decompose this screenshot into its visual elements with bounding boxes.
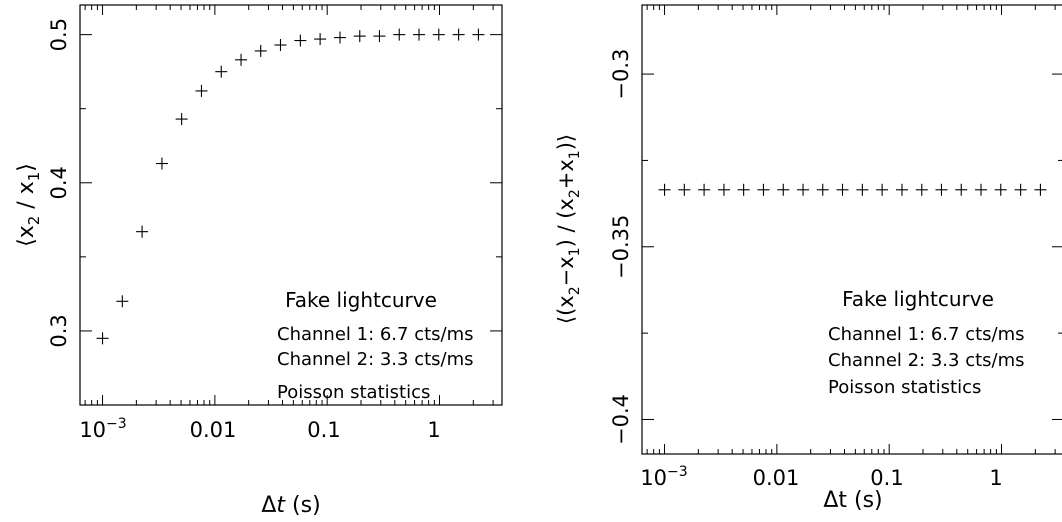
- left-x-tick-label-1e-3: 10−3: [79, 416, 126, 442]
- y-tick-label: 0.3: [47, 314, 71, 347]
- data-point: [195, 84, 208, 97]
- right-x-tick-labels: 10−3 0.01 0.1 1: [640, 464, 1002, 490]
- data-point: [472, 28, 485, 41]
- right-y-axis-label: ⟨(x2−x1) / (x2+x1)⟩: [554, 134, 583, 324]
- right-plot-frame: [641, 4, 1062, 455]
- data-point: [915, 183, 928, 196]
- data-point: [353, 30, 366, 43]
- right-annotation-channel-2: Channel 2: 3.3 cts/ms: [828, 350, 1025, 371]
- right-y-tick-labels: −0.3 −0.35 −0.4: [609, 49, 633, 445]
- data-point: [155, 157, 168, 170]
- data-point: [1034, 183, 1047, 196]
- data-point: [797, 183, 810, 196]
- data-point: [136, 225, 149, 238]
- left-x-tick-label-1: 1: [427, 418, 440, 442]
- left-y-axis-label: ⟨x2 / x1⟩: [14, 163, 43, 247]
- data-point: [935, 183, 948, 196]
- left-ticks: [80, 5, 502, 406]
- y-tick-label: 0.5: [47, 18, 71, 51]
- data-point: [1014, 183, 1027, 196]
- data-point: [235, 53, 248, 66]
- data-point: [215, 65, 228, 78]
- data-point: [737, 183, 750, 196]
- data-point: [175, 113, 188, 126]
- data-point: [975, 183, 988, 196]
- data-point: [955, 183, 968, 196]
- data-point: [757, 183, 770, 196]
- data-point: [876, 183, 889, 196]
- left-plot-frame: [79, 4, 503, 406]
- data-point: [373, 30, 386, 43]
- data-point: [717, 183, 730, 196]
- data-point: [836, 183, 849, 196]
- data-point: [314, 33, 327, 46]
- data-point: [816, 183, 829, 196]
- data-point: [678, 183, 691, 196]
- data-point: [856, 183, 869, 196]
- data-point: [116, 295, 129, 308]
- right-x-tick-label-1: 1: [989, 466, 1002, 490]
- data-point: [895, 183, 908, 196]
- data-point: [994, 183, 1007, 196]
- right-annotation-title: Fake lightcurve: [842, 287, 994, 311]
- left-annotation-channel-2: Channel 2: 3.3 cts/ms: [277, 349, 474, 370]
- data-point: [333, 31, 346, 44]
- data-point: [413, 28, 426, 41]
- y-tick-label: −0.35: [609, 215, 633, 279]
- data-point: [96, 332, 109, 345]
- right-annotation-channel-1: Channel 1: 6.7 cts/ms: [828, 324, 1025, 345]
- data-point: [254, 44, 267, 57]
- left-x-tick-label-0.1: 0.1: [307, 418, 340, 442]
- data-point: [698, 183, 711, 196]
- data-point: [432, 28, 445, 41]
- data-point: [393, 28, 406, 41]
- data-point: [274, 39, 287, 51]
- right-annotation-statistics: Poisson statistics: [828, 377, 981, 398]
- right-data-points: [658, 183, 1047, 196]
- right-x-tick-label-0.01: 0.01: [753, 466, 800, 490]
- right-x-tick-label-1e-3: 10−3: [640, 464, 687, 490]
- left-data-points: [96, 28, 485, 345]
- data-point: [294, 34, 307, 47]
- data-point: [452, 28, 465, 41]
- left-x-tick-label-0.01: 0.01: [190, 418, 237, 442]
- y-tick-label: 0.4: [47, 166, 71, 199]
- left-chart-panel: 10−3 0.01 0.1 1 0.3 0.4 0.5 Δt (s) ⟨x2 / x…: [14, 4, 503, 518]
- left-y-tick-labels: 0.3 0.4 0.5: [47, 18, 71, 348]
- left-annotation-title: Fake lightcurve: [285, 288, 437, 312]
- left-annotation-channel-1: Channel 1: 6.7 cts/ms: [277, 324, 474, 345]
- right-x-axis-label: Δt (s): [823, 488, 882, 513]
- y-tick-label: −0.4: [609, 394, 633, 445]
- data-point: [777, 183, 790, 196]
- right-ticks: [642, 5, 1062, 454]
- right-chart-panel: 10−3 0.01 0.1 1 −0.3 −0.35 −0.4 Δt (s) ⟨(x…: [554, 4, 1062, 513]
- left-x-axis-label: Δt (s): [261, 493, 320, 518]
- y-tick-label: −0.3: [609, 49, 633, 100]
- data-point: [658, 183, 671, 196]
- left-x-tick-labels: 10−3 0.01 0.1 1: [79, 416, 440, 442]
- right-x-tick-label-0.1: 0.1: [870, 466, 903, 490]
- left-annotation-statistics: Poisson statistics: [277, 382, 430, 403]
